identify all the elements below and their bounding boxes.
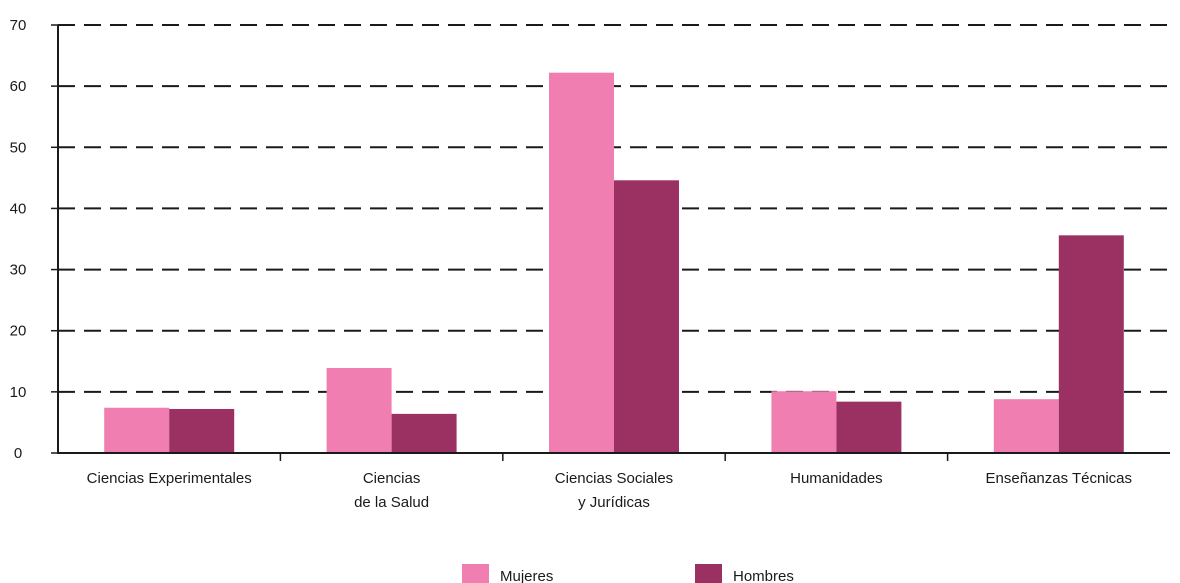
y-tick-label-50: 50 — [10, 139, 27, 156]
x-category-label-2-0: Ciencias Sociales — [555, 470, 673, 487]
x-category-label-3-0: Humanidades — [790, 470, 883, 487]
bar-hombres-0 — [169, 408, 235, 453]
legend-swatch-hombres — [695, 564, 722, 583]
bar-mujeres-1 — [326, 368, 392, 453]
y-tick-label-30: 30 — [10, 262, 27, 279]
bar-hombres-2 — [614, 180, 679, 453]
bar-hombres-4 — [1058, 235, 1124, 453]
bar-mujeres-3 — [771, 391, 837, 453]
legend-swatch-mujeres — [462, 564, 489, 583]
y-tick-label-10: 10 — [10, 384, 27, 401]
x-category-label-4-0: Enseñanzas Técnicas — [986, 470, 1132, 487]
y-tick-label-60: 60 — [10, 78, 27, 95]
bar-hombres-3 — [836, 401, 902, 453]
x-category-label-2-1: y Jurídicas — [578, 494, 650, 511]
legend: Mujeres Hombres — [462, 564, 794, 583]
bars — [104, 72, 1124, 453]
y-tick-label-0: 0 — [14, 445, 22, 462]
x-axis-labels: Ciencias Experimentales Ciencias de la Sal… — [87, 470, 1132, 511]
x-category-label-0-0: Ciencias Experimentales — [87, 470, 252, 487]
legend-label-mujeres: Mujeres — [500, 568, 553, 583]
y-tick-label-40: 40 — [10, 200, 27, 217]
bar-mujeres-4 — [993, 399, 1059, 453]
legend-label-hombres: Hombres — [733, 568, 794, 583]
x-category-label-1-0: Ciencias — [363, 470, 421, 487]
y-tick-label-20: 20 — [10, 323, 27, 340]
bar-hombres-1 — [391, 413, 457, 453]
axes — [51, 24, 1170, 461]
bar-mujeres-0 — [104, 407, 170, 453]
bar-mujeres-2 — [549, 72, 614, 453]
y-axis-ticks: 0 10 20 30 40 50 60 70 — [10, 17, 27, 462]
y-tick-label-70: 70 — [10, 17, 27, 34]
x-category-label-1-1: de la Salud — [354, 494, 429, 511]
